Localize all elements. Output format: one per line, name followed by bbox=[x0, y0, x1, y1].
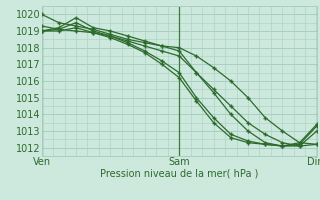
X-axis label: Pression niveau de la mer( hPa ): Pression niveau de la mer( hPa ) bbox=[100, 169, 258, 179]
